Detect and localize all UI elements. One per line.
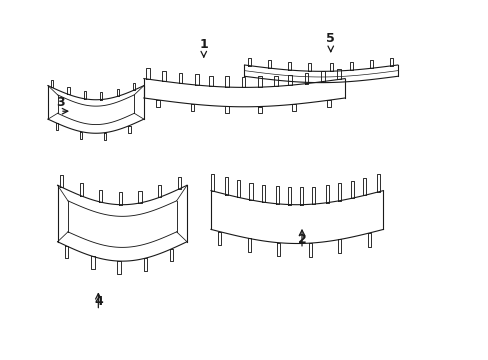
Text: 4: 4: [94, 295, 102, 308]
Text: 2: 2: [297, 234, 306, 247]
Text: 3: 3: [56, 96, 64, 109]
Text: 5: 5: [325, 32, 334, 45]
Text: 1: 1: [199, 38, 208, 51]
